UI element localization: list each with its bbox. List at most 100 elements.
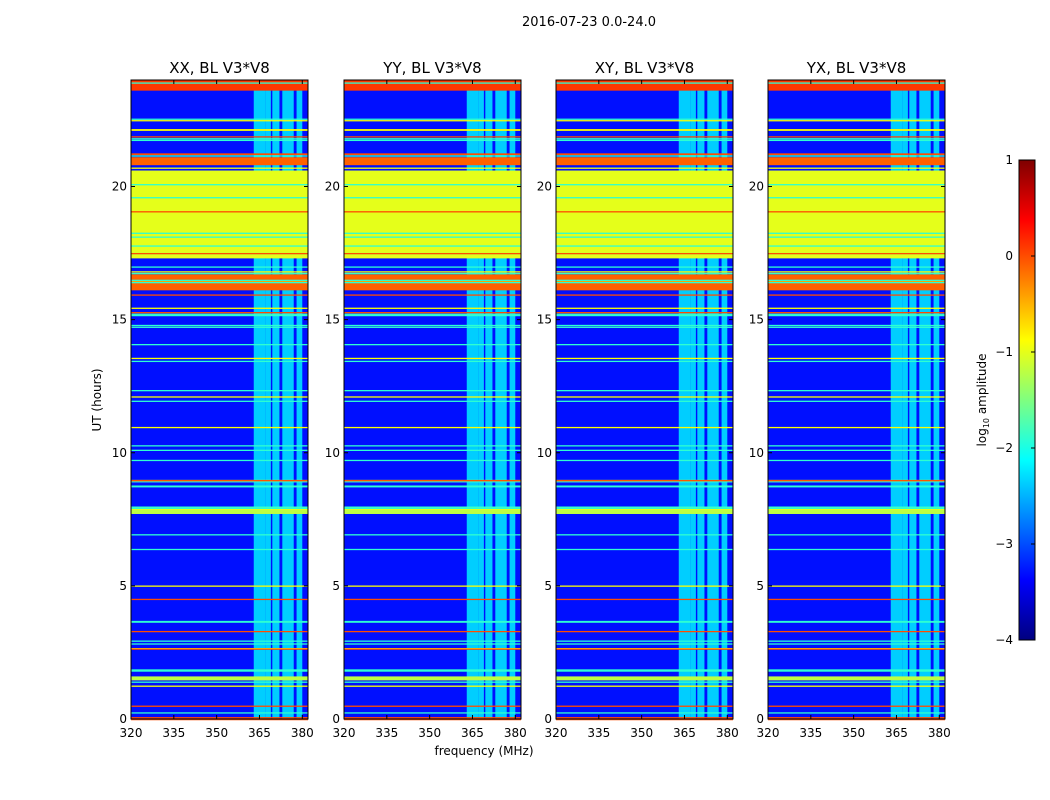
flagged-line: [344, 481, 521, 483]
flagged-line: [131, 486, 308, 488]
x-tick-label: 365: [885, 726, 908, 740]
flagged-line: [131, 129, 308, 131]
rfi-channel-column: [678, 80, 691, 719]
flagged-band: [131, 676, 308, 681]
flagged-line: [768, 139, 945, 142]
flagged-line: [768, 585, 945, 587]
flagged-line: [556, 343, 733, 346]
colorbar-tick-label: −2: [995, 441, 1013, 455]
flagged-line: [768, 167, 945, 169]
flagged-line: [344, 279, 521, 281]
flagged-line: [768, 449, 945, 451]
flagged-line: [768, 232, 945, 234]
flagged-line: [556, 396, 733, 398]
flagged-band: [768, 157, 945, 166]
flagged-line: [768, 312, 945, 314]
flagged-line: [556, 313, 733, 315]
flagged-band: [768, 80, 945, 91]
y-tick-label: 0: [119, 712, 127, 726]
flagged-line: [768, 136, 945, 138]
flagged-line: [768, 120, 945, 122]
y-tick-label: 15: [112, 313, 127, 327]
flagged-line: [556, 705, 733, 707]
flagged-band: [131, 80, 308, 91]
flagged-line: [131, 266, 308, 268]
flagged-line: [556, 312, 733, 314]
flagged-line: [768, 459, 945, 462]
flagged-line: [768, 118, 945, 120]
flagged-line: [556, 252, 733, 255]
x-tick-label: 380: [504, 726, 527, 740]
flagged-line: [131, 480, 308, 482]
flagged-band: [131, 507, 308, 514]
colorbar-ticks: −4 −3 −2 −1 0 1: [995, 153, 1035, 647]
flagged-line: [556, 449, 733, 451]
flagged-line: [768, 630, 945, 633]
y-tick-label: 5: [119, 579, 127, 593]
rfi-channel-column: [919, 80, 931, 719]
flagged-band: [556, 676, 733, 681]
flagged-line: [131, 669, 308, 671]
flagged-line: [768, 681, 945, 683]
flagged-line: [768, 506, 945, 508]
flagged-line: [556, 630, 733, 633]
flagged-line: [556, 585, 733, 587]
flagged-line: [131, 630, 308, 633]
rfi-channel-column: [902, 80, 908, 719]
flagged-band: [556, 170, 733, 259]
rfi-channel-column: [697, 80, 705, 719]
flagged-line: [131, 449, 308, 451]
flagged-line: [344, 718, 521, 721]
flagged-line: [344, 236, 521, 238]
y-tick-label: 5: [544, 579, 552, 593]
flagged-line: [344, 585, 521, 587]
flagged-line: [556, 508, 733, 510]
rfi-channel-column: [495, 80, 507, 719]
flagged-line: [344, 357, 521, 360]
rfi-channel-column: [933, 80, 940, 719]
flagged-line: [131, 508, 308, 510]
flagged-line: [131, 718, 308, 721]
flagged-line: [344, 245, 521, 247]
flagged-line: [556, 307, 733, 309]
flagged-line: [556, 506, 733, 508]
panel-frame: [767, 79, 946, 720]
flagged-line: [344, 129, 521, 131]
flagged-line: [768, 313, 945, 315]
flagged-line: [131, 481, 308, 483]
flagged-line: [768, 396, 945, 398]
flagged-line: [344, 197, 521, 199]
flagged-band: [768, 507, 945, 514]
flagged-line: [556, 324, 733, 327]
flagged-line: [768, 294, 945, 296]
x-tick-label: 380: [291, 726, 314, 740]
flagged-band: [344, 676, 521, 681]
y-tick-label: 15: [749, 313, 764, 327]
rfi-channel-column: [707, 80, 719, 719]
flagged-line: [344, 508, 521, 510]
flagged-band: [344, 157, 521, 166]
flagged-line: [344, 717, 521, 719]
flagged-line: [556, 138, 733, 140]
panel-title: XY, BL V3*V8: [595, 59, 695, 77]
flagged-line: [768, 643, 945, 645]
panel-title: XX, BL V3*V8: [169, 59, 270, 77]
flagged-line: [556, 459, 733, 462]
rfi-channel-column: [253, 80, 266, 719]
flagged-line: [344, 670, 521, 672]
x-tick-label: 380: [928, 726, 951, 740]
flagged-line: [556, 271, 733, 273]
flagged-line: [768, 153, 945, 155]
flagged-line: [556, 153, 733, 155]
flagged-line: [768, 640, 945, 642]
x-axis-label: frequency (MHz): [434, 744, 533, 758]
flagged-line: [131, 585, 308, 587]
flagged-line: [344, 685, 521, 687]
flagged-line: [344, 313, 521, 315]
rfi-channel-column: [478, 80, 484, 719]
flagged-line: [556, 712, 733, 714]
x-tick-label: 350: [842, 726, 865, 740]
flagged-line: [344, 390, 521, 392]
flagged-line: [131, 534, 308, 536]
